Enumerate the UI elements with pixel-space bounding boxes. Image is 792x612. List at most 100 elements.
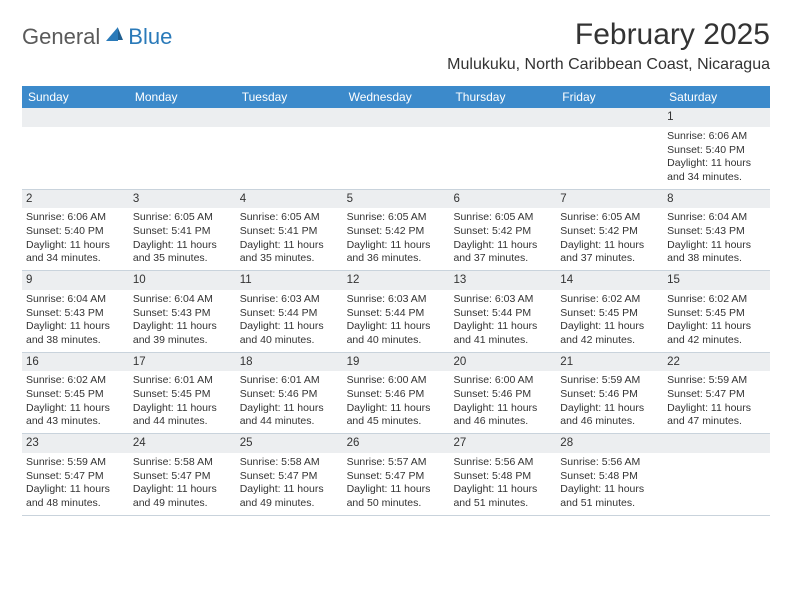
sunrise-text: Sunrise: 6:00 AM	[453, 374, 552, 388]
day-number: 1	[663, 108, 770, 127]
day-cell	[556, 108, 663, 189]
sunset-text: Sunset: 5:47 PM	[26, 470, 125, 484]
daylight-text: Daylight: 11 hours and 37 minutes.	[560, 239, 659, 266]
daylight-text: Daylight: 11 hours and 40 minutes.	[347, 320, 446, 347]
sunset-text: Sunset: 5:45 PM	[133, 388, 232, 402]
sunrise-text: Sunrise: 6:02 AM	[26, 374, 125, 388]
sunrise-text: Sunrise: 6:05 AM	[453, 211, 552, 225]
daylight-text: Daylight: 11 hours and 51 minutes.	[453, 483, 552, 510]
day-cell: 21Sunrise: 5:59 AMSunset: 5:46 PMDayligh…	[556, 353, 663, 434]
week-row: 23Sunrise: 5:59 AMSunset: 5:47 PMDayligh…	[22, 434, 770, 516]
day-cell: 4Sunrise: 6:05 AMSunset: 5:41 PMDaylight…	[236, 190, 343, 271]
day-cell	[343, 108, 450, 189]
daylight-text: Daylight: 11 hours and 44 minutes.	[133, 402, 232, 429]
sunset-text: Sunset: 5:43 PM	[26, 307, 125, 321]
logo-text-blue: Blue	[128, 24, 172, 50]
sunset-text: Sunset: 5:44 PM	[347, 307, 446, 321]
day-cell: 20Sunrise: 6:00 AMSunset: 5:46 PMDayligh…	[449, 353, 556, 434]
week-row: 9Sunrise: 6:04 AMSunset: 5:43 PMDaylight…	[22, 271, 770, 353]
week-row: 16Sunrise: 6:02 AMSunset: 5:45 PMDayligh…	[22, 353, 770, 435]
sunset-text: Sunset: 5:40 PM	[26, 225, 125, 239]
daylight-text: Daylight: 11 hours and 34 minutes.	[26, 239, 125, 266]
day-cell: 9Sunrise: 6:04 AMSunset: 5:43 PMDaylight…	[22, 271, 129, 352]
sunset-text: Sunset: 5:44 PM	[240, 307, 339, 321]
day-number: 4	[236, 190, 343, 209]
sunrise-text: Sunrise: 6:03 AM	[240, 293, 339, 307]
sunset-text: Sunset: 5:44 PM	[453, 307, 552, 321]
sunrise-text: Sunrise: 5:58 AM	[133, 456, 232, 470]
daylight-text: Daylight: 11 hours and 42 minutes.	[560, 320, 659, 347]
day-cell: 25Sunrise: 5:58 AMSunset: 5:47 PMDayligh…	[236, 434, 343, 515]
daylight-text: Daylight: 11 hours and 48 minutes.	[26, 483, 125, 510]
day-cell: 12Sunrise: 6:03 AMSunset: 5:44 PMDayligh…	[343, 271, 450, 352]
calendar-table: Sunday Monday Tuesday Wednesday Thursday…	[22, 86, 770, 516]
sunset-text: Sunset: 5:47 PM	[133, 470, 232, 484]
sunrise-text: Sunrise: 5:56 AM	[453, 456, 552, 470]
day-number: 17	[129, 353, 236, 372]
sunrise-text: Sunrise: 6:03 AM	[453, 293, 552, 307]
day-number: 21	[556, 353, 663, 372]
sunset-text: Sunset: 5:47 PM	[347, 470, 446, 484]
daylight-text: Daylight: 11 hours and 35 minutes.	[133, 239, 232, 266]
sunrise-text: Sunrise: 6:00 AM	[347, 374, 446, 388]
day-cell: 23Sunrise: 5:59 AMSunset: 5:47 PMDayligh…	[22, 434, 129, 515]
sunset-text: Sunset: 5:42 PM	[347, 225, 446, 239]
day-number: 2	[22, 190, 129, 209]
daylight-text: Daylight: 11 hours and 38 minutes.	[26, 320, 125, 347]
day-cell: 3Sunrise: 6:05 AMSunset: 5:41 PMDaylight…	[129, 190, 236, 271]
calendar-body: 1Sunrise: 6:06 AMSunset: 5:40 PMDaylight…	[22, 108, 770, 516]
day-number: 23	[22, 434, 129, 453]
day-number: 10	[129, 271, 236, 290]
day-number: 15	[663, 271, 770, 290]
weekday-header: Friday	[556, 86, 663, 108]
day-number	[449, 108, 556, 127]
weekday-header: Monday	[129, 86, 236, 108]
page-title: February 2025	[447, 18, 770, 52]
logo-sail-icon	[104, 25, 124, 50]
sunrise-text: Sunrise: 6:03 AM	[347, 293, 446, 307]
day-number	[556, 108, 663, 127]
day-number: 25	[236, 434, 343, 453]
sunrise-text: Sunrise: 6:05 AM	[240, 211, 339, 225]
brand-logo: General Blue	[22, 18, 172, 50]
day-number	[129, 108, 236, 127]
header: General Blue February 2025 Mulukuku, Nor…	[22, 18, 770, 74]
day-cell: 14Sunrise: 6:02 AMSunset: 5:45 PMDayligh…	[556, 271, 663, 352]
day-cell	[22, 108, 129, 189]
sunset-text: Sunset: 5:46 PM	[240, 388, 339, 402]
sunrise-text: Sunrise: 6:02 AM	[560, 293, 659, 307]
location-subtitle: Mulukuku, North Caribbean Coast, Nicarag…	[447, 56, 770, 74]
sunrise-text: Sunrise: 6:05 AM	[347, 211, 446, 225]
daylight-text: Daylight: 11 hours and 37 minutes.	[453, 239, 552, 266]
sunrise-text: Sunrise: 6:04 AM	[133, 293, 232, 307]
sunrise-text: Sunrise: 6:06 AM	[667, 130, 766, 144]
sunrise-text: Sunrise: 6:05 AM	[560, 211, 659, 225]
day-cell: 5Sunrise: 6:05 AMSunset: 5:42 PMDaylight…	[343, 190, 450, 271]
weekday-header: Tuesday	[236, 86, 343, 108]
day-number	[22, 108, 129, 127]
daylight-text: Daylight: 11 hours and 51 minutes.	[560, 483, 659, 510]
daylight-text: Daylight: 11 hours and 38 minutes.	[667, 239, 766, 266]
sunset-text: Sunset: 5:45 PM	[667, 307, 766, 321]
day-cell: 7Sunrise: 6:05 AMSunset: 5:42 PMDaylight…	[556, 190, 663, 271]
day-cell: 26Sunrise: 5:57 AMSunset: 5:47 PMDayligh…	[343, 434, 450, 515]
sunrise-text: Sunrise: 5:57 AM	[347, 456, 446, 470]
daylight-text: Daylight: 11 hours and 39 minutes.	[133, 320, 232, 347]
day-cell: 16Sunrise: 6:02 AMSunset: 5:45 PMDayligh…	[22, 353, 129, 434]
day-number: 8	[663, 190, 770, 209]
sunset-text: Sunset: 5:47 PM	[240, 470, 339, 484]
day-cell: 2Sunrise: 6:06 AMSunset: 5:40 PMDaylight…	[22, 190, 129, 271]
sunset-text: Sunset: 5:42 PM	[453, 225, 552, 239]
weekday-header: Sunday	[22, 86, 129, 108]
weekday-header: Saturday	[663, 86, 770, 108]
day-cell: 6Sunrise: 6:05 AMSunset: 5:42 PMDaylight…	[449, 190, 556, 271]
sunrise-text: Sunrise: 5:59 AM	[560, 374, 659, 388]
daylight-text: Daylight: 11 hours and 49 minutes.	[240, 483, 339, 510]
day-number	[663, 434, 770, 453]
daylight-text: Daylight: 11 hours and 34 minutes.	[667, 157, 766, 184]
day-cell: 28Sunrise: 5:56 AMSunset: 5:48 PMDayligh…	[556, 434, 663, 515]
day-cell: 11Sunrise: 6:03 AMSunset: 5:44 PMDayligh…	[236, 271, 343, 352]
day-number	[343, 108, 450, 127]
sunset-text: Sunset: 5:41 PM	[240, 225, 339, 239]
day-number: 18	[236, 353, 343, 372]
